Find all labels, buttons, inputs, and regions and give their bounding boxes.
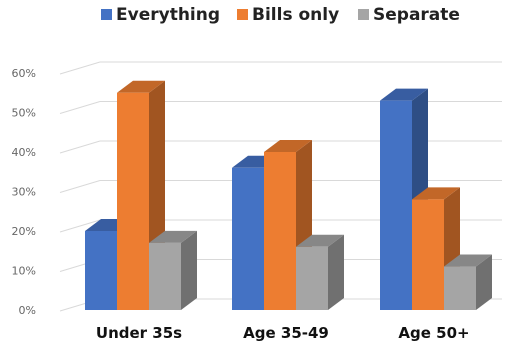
y-tick-label: 40% bbox=[12, 146, 36, 159]
bar-front bbox=[412, 199, 444, 310]
gridline-diag bbox=[59, 61, 101, 75]
bar-top bbox=[296, 234, 344, 247]
legend-item: Bills only bbox=[237, 5, 339, 25]
x-category-label: Age 50+ bbox=[398, 324, 469, 342]
bar bbox=[264, 140, 312, 310]
bar-side bbox=[181, 230, 197, 310]
bar bbox=[296, 234, 344, 310]
gridline-diag bbox=[59, 219, 101, 233]
y-tick-label: 0% bbox=[19, 304, 36, 317]
bar-top bbox=[149, 230, 197, 243]
gridline-diag bbox=[59, 140, 101, 154]
legend-item: Separate bbox=[358, 5, 460, 25]
bar-front bbox=[264, 152, 296, 310]
bar-top bbox=[117, 80, 165, 93]
legend-label: Everything bbox=[116, 5, 220, 25]
gridline-diag bbox=[59, 101, 101, 114]
bar-top bbox=[264, 140, 312, 152]
y-tick-label: 10% bbox=[12, 265, 36, 278]
bar-front bbox=[149, 242, 181, 310]
bar-front bbox=[117, 92, 149, 310]
gridline-diag bbox=[59, 180, 101, 193]
bar-top bbox=[444, 254, 492, 267]
bar bbox=[149, 230, 197, 310]
legend-swatch bbox=[237, 9, 248, 20]
y-axis-ticks: 0% 10% 20% 30% 40% 50% 60% bbox=[12, 67, 36, 317]
bar-front bbox=[380, 100, 412, 311]
legend: Everything Bills only Separate bbox=[101, 5, 460, 25]
x-axis-categories: Under 35s Age 35-49 Age 50+ bbox=[96, 324, 470, 342]
legend-label: Bills only bbox=[252, 5, 339, 25]
y-tick-label: 60% bbox=[12, 67, 36, 80]
bar-front bbox=[444, 266, 476, 310]
x-category-label: Under 35s bbox=[96, 324, 182, 342]
legend-swatch bbox=[101, 9, 112, 20]
legend-swatch bbox=[358, 9, 369, 20]
bar-top bbox=[412, 187, 460, 200]
bar-front bbox=[296, 246, 328, 310]
y-tick-label: 50% bbox=[12, 107, 36, 120]
y-tick-label: 30% bbox=[12, 186, 36, 199]
bar-side bbox=[328, 234, 344, 310]
x-category-label: Age 35-49 bbox=[243, 324, 329, 342]
legend-label: Separate bbox=[373, 5, 460, 25]
bar-front bbox=[85, 231, 117, 310]
bar-top bbox=[380, 88, 428, 101]
legend-item: Everything bbox=[101, 5, 220, 25]
bar bbox=[444, 254, 492, 310]
bars bbox=[85, 80, 492, 311]
y-tick-label: 20% bbox=[12, 225, 36, 238]
bar-front bbox=[232, 167, 264, 310]
bar-side bbox=[476, 254, 492, 310]
